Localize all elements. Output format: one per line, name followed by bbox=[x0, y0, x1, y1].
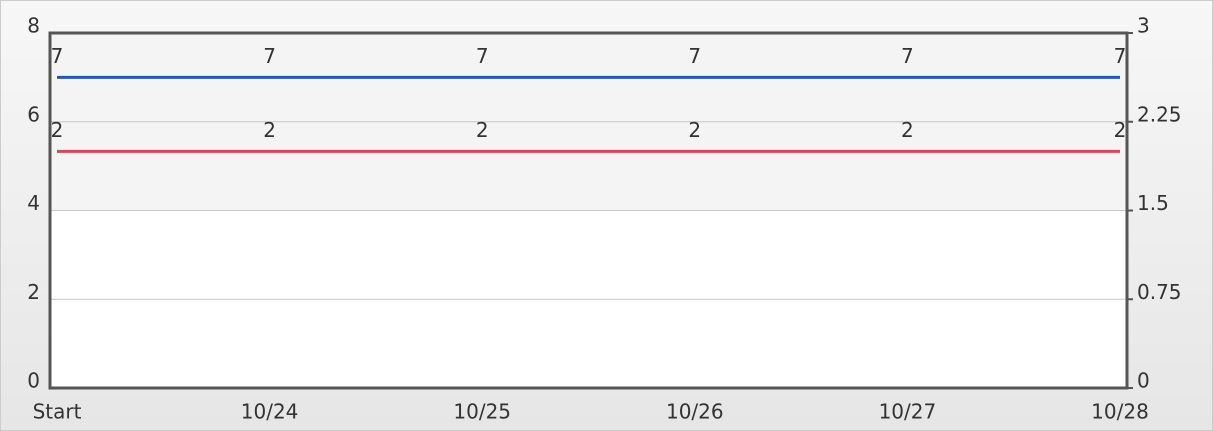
x-tick-label: 10/27 bbox=[879, 400, 937, 424]
y2-tick-label: 0.75 bbox=[1137, 280, 1182, 304]
data-label: 2 bbox=[263, 118, 276, 142]
x-tick-label: Start bbox=[33, 400, 82, 424]
y-tick-label: 8 bbox=[27, 14, 40, 38]
data-label: 7 bbox=[476, 44, 489, 68]
y2-tick-label: 1.5 bbox=[1137, 191, 1169, 215]
x-tick-label: 10/24 bbox=[241, 400, 299, 424]
data-label: 2 bbox=[1114, 118, 1127, 142]
y-tick-label: 6 bbox=[27, 102, 40, 126]
data-label: 7 bbox=[901, 44, 914, 68]
data-label: 7 bbox=[263, 44, 276, 68]
data-label: 2 bbox=[476, 118, 489, 142]
data-label: 2 bbox=[901, 118, 914, 142]
data-label: 2 bbox=[688, 118, 701, 142]
y-tick-label: 2 bbox=[27, 280, 40, 304]
x-tick-label: 10/28 bbox=[1091, 400, 1149, 424]
plot-border bbox=[48, 31, 1129, 390]
y2-tick-label: 2.25 bbox=[1137, 102, 1182, 126]
data-label: 7 bbox=[51, 44, 64, 68]
y-tick-label: 0 bbox=[27, 369, 40, 393]
data-label: 7 bbox=[688, 44, 701, 68]
x-tick-label: 10/25 bbox=[453, 400, 511, 424]
x-tick-label: 10/26 bbox=[666, 400, 724, 424]
y2-tick-label: 0 bbox=[1137, 369, 1150, 393]
data-label: 2 bbox=[51, 118, 64, 142]
y-tick-label: 4 bbox=[27, 191, 40, 215]
y2-tick-label: 3 bbox=[1137, 14, 1150, 38]
data-label: 7 bbox=[1114, 44, 1127, 68]
